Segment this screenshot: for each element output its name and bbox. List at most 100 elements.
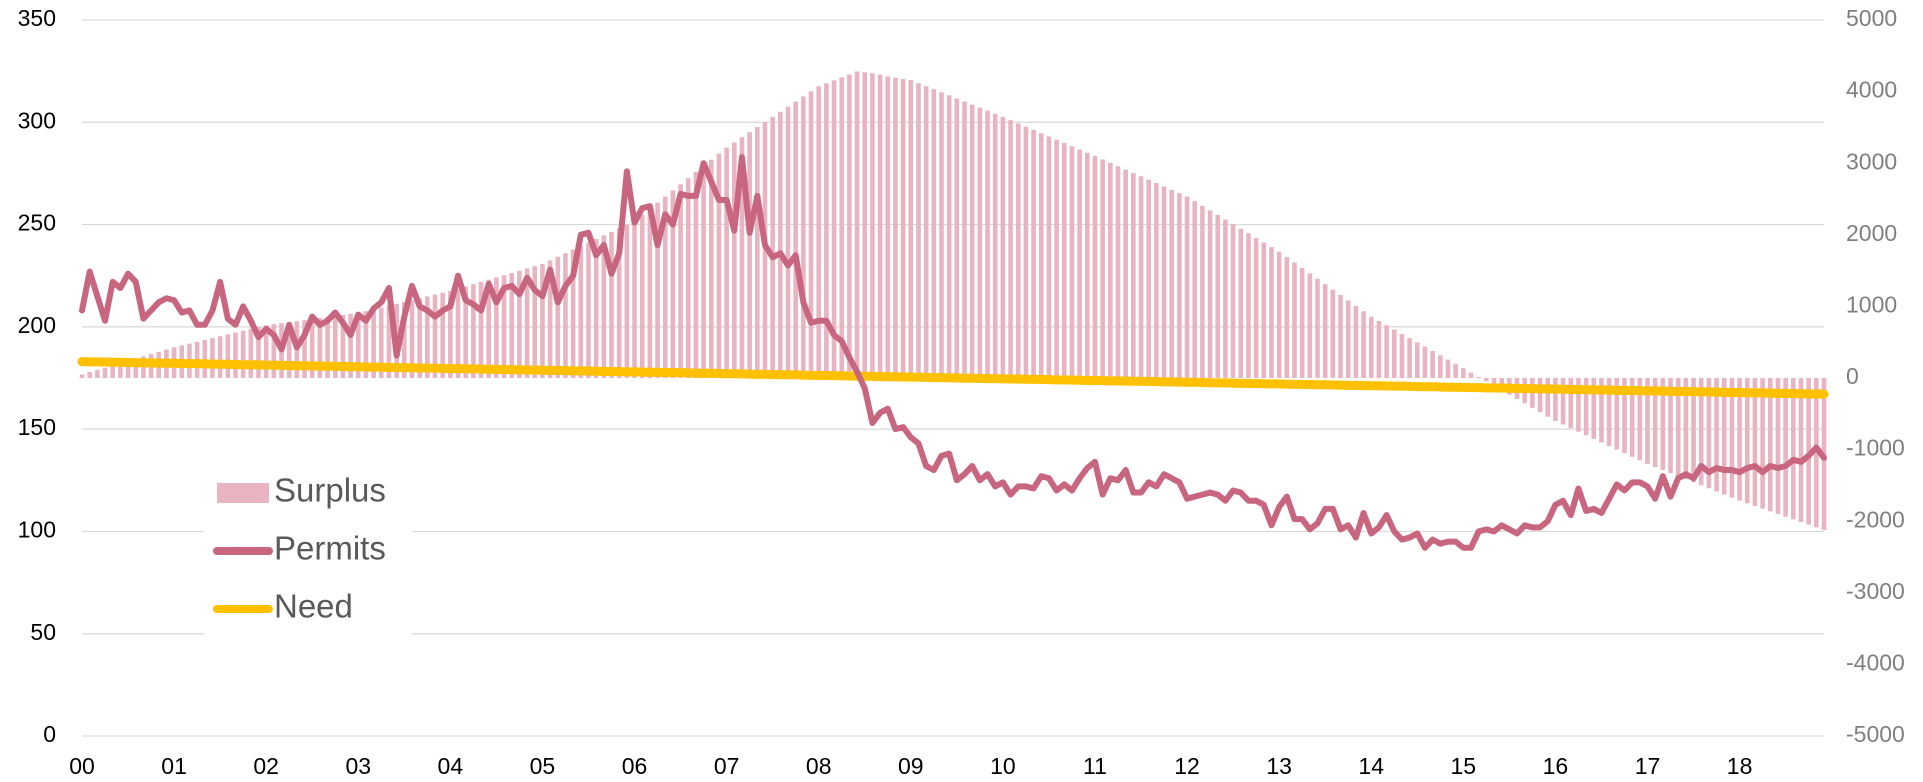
- bar: [985, 110, 990, 379]
- bar: [1284, 257, 1290, 378]
- bar: [1430, 351, 1435, 378]
- bar: [440, 292, 445, 378]
- bar: [655, 202, 660, 378]
- bar: [670, 190, 676, 378]
- bar: [962, 101, 967, 378]
- bar: [478, 281, 484, 378]
- bar: [1207, 210, 1213, 378]
- bar: [1484, 378, 1489, 382]
- bar: [747, 132, 752, 378]
- bar: [1714, 378, 1719, 492]
- bar: [877, 74, 883, 379]
- bar: [1253, 237, 1259, 378]
- bar: [547, 260, 553, 378]
- bar: [1061, 143, 1067, 378]
- bar: [778, 111, 783, 378]
- bar: [1767, 378, 1773, 512]
- bar: [1453, 363, 1458, 378]
- bar: [240, 330, 246, 378]
- bar: [363, 311, 369, 378]
- bar: [708, 159, 714, 378]
- bar: [1077, 149, 1082, 378]
- bar: [1652, 378, 1658, 467]
- bar: [1330, 289, 1336, 378]
- bar: [870, 73, 875, 379]
- bar: [1545, 378, 1551, 417]
- bar: [524, 268, 530, 378]
- x-tick-label: 10: [990, 753, 1016, 779]
- bar: [1683, 378, 1689, 480]
- bar: [1276, 251, 1282, 378]
- x-tick-label: 11: [1083, 753, 1107, 779]
- bar: [133, 358, 139, 378]
- bar: [1368, 316, 1374, 378]
- bar: [1407, 338, 1412, 378]
- bar: [900, 78, 906, 379]
- bar: [1744, 378, 1750, 504]
- bar: [662, 196, 668, 378]
- bar: [494, 277, 499, 378]
- bar: [1399, 333, 1405, 378]
- bar: [202, 339, 208, 378]
- bar: [1169, 189, 1175, 378]
- bar: [110, 365, 115, 378]
- bar: [1161, 186, 1167, 378]
- bar: [632, 221, 637, 378]
- bar: [977, 107, 983, 378]
- bar: [1629, 378, 1635, 457]
- bar: [1537, 378, 1543, 413]
- bar: [402, 301, 407, 378]
- bar: [1000, 116, 1006, 378]
- bar: [1775, 378, 1781, 514]
- bar: [1384, 325, 1389, 378]
- bar: [1760, 378, 1765, 509]
- bar: [1046, 136, 1052, 378]
- bar: [286, 322, 292, 378]
- bar: [1622, 378, 1627, 454]
- bar: [1246, 233, 1251, 378]
- bar: [1645, 378, 1650, 464]
- bar: [1299, 267, 1305, 378]
- bar: [1031, 129, 1036, 378]
- bar: [309, 319, 315, 378]
- bar: [908, 80, 914, 379]
- bar: [425, 296, 430, 378]
- lines: [77, 154, 1829, 551]
- bar: [1576, 378, 1581, 432]
- legend-label: Permits: [274, 530, 386, 567]
- bar: [325, 317, 330, 378]
- bar: [969, 104, 975, 379]
- bar: [954, 98, 960, 378]
- bar: [847, 74, 852, 378]
- bar: [770, 116, 775, 378]
- y-tick-label: 250: [18, 210, 56, 236]
- bar: [1115, 166, 1121, 378]
- bar: [1315, 278, 1320, 378]
- bar: [1307, 273, 1313, 378]
- bar: [1084, 152, 1090, 378]
- bar: [1614, 378, 1620, 450]
- y2-tick-label: -3000: [1846, 578, 1905, 604]
- y-tick-label: 50: [30, 619, 56, 645]
- bar: [1322, 284, 1328, 378]
- bar: [1230, 224, 1236, 378]
- bar: [210, 338, 215, 378]
- y2-tick-label: -5000: [1846, 721, 1905, 747]
- bar: [739, 137, 745, 378]
- bar: [755, 127, 760, 378]
- bar: [417, 298, 422, 378]
- bar: [1606, 378, 1612, 447]
- bar: [486, 279, 492, 378]
- y2-tick-label: 0: [1846, 363, 1859, 389]
- bar: [785, 106, 791, 379]
- bar: [946, 95, 952, 378]
- bar: [586, 242, 591, 378]
- bar: [1054, 139, 1059, 378]
- bar: [862, 72, 868, 378]
- bar: [731, 142, 737, 378]
- bar: [95, 369, 100, 378]
- bar: [1445, 359, 1451, 378]
- bar: [1468, 372, 1474, 378]
- bar: [409, 300, 415, 378]
